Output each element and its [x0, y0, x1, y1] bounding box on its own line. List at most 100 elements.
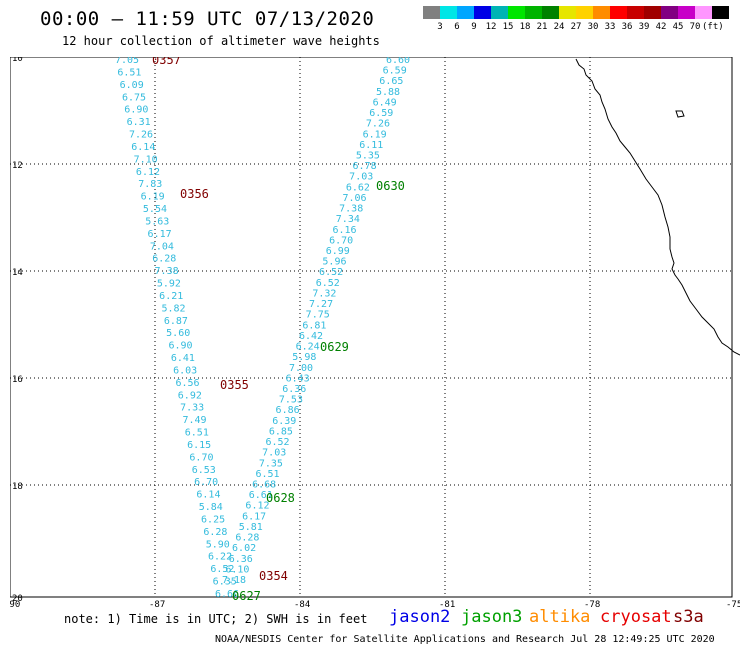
swh-value: 6.15: [187, 440, 211, 451]
scale-label: 6: [454, 22, 460, 32]
swh-value: 7.26: [129, 130, 153, 141]
map-frame: [10, 57, 733, 598]
swh-value: 5.60: [166, 328, 190, 339]
swh-value: 5.63: [145, 216, 169, 227]
swh-value: 5.35: [356, 151, 380, 162]
swh-value: 6.99: [326, 246, 350, 257]
lat-label: 10: [12, 57, 23, 64]
swh-value: 6.65: [379, 76, 403, 87]
lon-label: -84: [294, 600, 310, 607]
swh-value: 7.32: [312, 288, 336, 299]
map-subtitle: 12 hour collection of altimeter wave hei…: [62, 34, 380, 48]
scale-label: 33: [604, 22, 616, 32]
scale-swatch: [559, 6, 576, 19]
scale-label: 21: [536, 22, 548, 32]
swh-value: 6.49: [373, 97, 397, 108]
lat-label: 18: [12, 482, 23, 492]
scale-label: 12: [485, 22, 497, 32]
lon-label: -87: [149, 600, 165, 607]
swh-value: 6.92: [178, 390, 202, 401]
scale-swatch: [712, 6, 729, 19]
swh-value: 6.10: [225, 564, 249, 575]
swh-value: 6.51: [117, 67, 141, 78]
swh-value: 6.90: [168, 341, 192, 352]
swh-value: 6.31: [127, 117, 151, 128]
swh-value: 7.18: [222, 575, 246, 586]
pass-time-label: 0356: [180, 187, 209, 201]
swh-value: 6.24: [296, 342, 320, 353]
swh-value: 6.12: [245, 501, 269, 512]
swh-value: 5.96: [322, 257, 346, 268]
scale-swatch: [678, 6, 695, 19]
swh-value: 6.28: [203, 527, 227, 538]
swh-value: 7.03: [262, 448, 286, 459]
swh-value: 6.70: [329, 235, 353, 246]
island-outline: [675, 110, 685, 118]
pass-time-label: 0355: [220, 378, 249, 392]
swh-value: 6.14: [196, 490, 220, 501]
swh-value: 6.17: [242, 511, 266, 522]
swh-value: 6.70: [189, 452, 213, 463]
swh-value: 7.33: [180, 403, 204, 414]
swh-value: 7.27: [309, 299, 333, 310]
swh-value: 6.59: [369, 108, 393, 119]
scale-swatch: [695, 6, 712, 19]
pass-time-labels: 0357 0356 0355 0354 0630 0629 0628 0627: [152, 57, 405, 603]
scale-swatch: [457, 6, 474, 19]
swh-value: 7.38: [339, 204, 363, 215]
satellite-name-altika: altika: [529, 607, 591, 627]
scale-label: 30: [587, 22, 599, 32]
scale-label: 18: [519, 22, 531, 32]
pass-time-label: 0628: [266, 491, 295, 505]
swh-value: 6.19: [141, 192, 165, 203]
lon-label: -75: [726, 600, 740, 607]
scale-swatch: [627, 6, 644, 19]
swh-value: 7.49: [182, 415, 206, 426]
satellite-name-jason3: jason3: [461, 607, 523, 627]
swh-value: 6.02: [232, 543, 256, 554]
swh-value: 7.05: [115, 57, 139, 66]
scale-label: 24: [553, 22, 565, 32]
swh-value: 6.36: [229, 554, 253, 565]
lat-label: 16: [12, 375, 23, 385]
swh-value: 6.51: [255, 469, 279, 480]
swh-value: 7.83: [138, 179, 162, 190]
swh-value: 6.36: [282, 384, 306, 395]
scale-label: 39: [638, 22, 650, 32]
swh-value: 5.90: [206, 539, 230, 550]
swh-value: 7.75: [306, 310, 330, 321]
swh-value: 6.75: [122, 92, 146, 103]
scale-swatch: [644, 6, 661, 19]
swh-value: 5.92: [157, 279, 181, 290]
credit-line: NOAA/NESDIS Center for Satellite Applica…: [215, 634, 715, 645]
swh-value: 6.28: [235, 533, 259, 544]
swh-value: 6.56: [175, 378, 199, 389]
swh-value: 6.25: [201, 514, 225, 525]
scale-swatch: [661, 6, 678, 19]
scale-label: 45: [672, 22, 684, 32]
swh-value: 6.43: [286, 373, 310, 384]
swh-value: 6.41: [171, 353, 195, 364]
swh-value: 6.86: [276, 405, 300, 416]
swh-value: 6.35: [213, 577, 237, 588]
scale-label: 70: [689, 22, 701, 32]
swh-value: 5.54: [143, 204, 167, 215]
swh-value: 6.21: [159, 291, 183, 302]
pass-time-label: 0627: [232, 589, 261, 603]
swh-value: 6.52: [316, 278, 340, 289]
satellite-name-s3a: s3a: [673, 607, 704, 627]
swh-value: 6.70: [194, 477, 218, 488]
swh-value: 6.61: [249, 490, 273, 501]
swh-value: 7.35: [259, 458, 283, 469]
swh-value: 7.34: [336, 214, 360, 225]
swh-value: 6.78: [353, 161, 377, 172]
swh-value: 6.62: [346, 182, 370, 193]
lat-label: 12: [12, 161, 23, 171]
scale-swatch: [542, 6, 559, 19]
swh-value: 5.82: [162, 303, 186, 314]
scale-swatch: [474, 6, 491, 19]
swh-value: 7.04: [150, 241, 174, 252]
swh-value: 6.09: [120, 80, 144, 91]
swh-value: 6.17: [148, 229, 172, 240]
